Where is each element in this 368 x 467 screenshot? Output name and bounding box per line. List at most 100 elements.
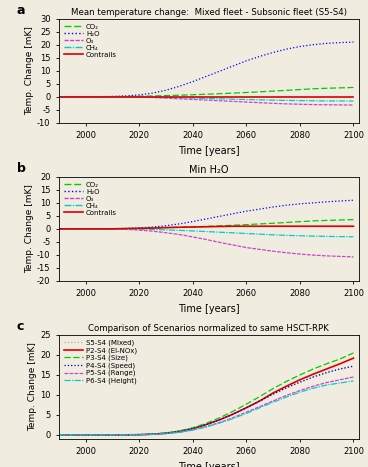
- P5-S4 (Range): [57, 432, 61, 438]
- P4-S4 (Speed): [338, 366, 342, 372]
- P4-S4 (Speed): [311, 374, 315, 380]
- Text: c: c: [17, 320, 24, 333]
- P3-S4 (Size): [271, 386, 275, 391]
- S5-S4 (Mixed): [231, 411, 235, 417]
- P6-S4 (Height): [164, 431, 168, 437]
- P4-S4 (Speed): [191, 426, 195, 432]
- P3-S4 (Size): [177, 428, 181, 434]
- P6-S4 (Height): [244, 410, 248, 416]
- S5-S4 (Mixed): [70, 432, 74, 438]
- P4-S4 (Speed): [164, 431, 168, 436]
- P2-S4 (EI-NOx): [244, 405, 248, 410]
- S5-S4 (Mixed): [284, 385, 289, 390]
- P3-S4 (Size): [325, 361, 329, 367]
- S5-S4 (Mixed): [84, 432, 88, 438]
- Line: P5-S4 (Range): P5-S4 (Range): [59, 377, 353, 435]
- S5-S4 (Mixed): [244, 405, 248, 410]
- S5-S4 (Mixed): [191, 426, 195, 432]
- P5-S4 (Range): [124, 432, 128, 438]
- P4-S4 (Speed): [204, 422, 208, 427]
- P3-S4 (Size): [124, 432, 128, 438]
- P6-S4 (Height): [191, 427, 195, 433]
- Line: P2-S4 (EI-NOx): P2-S4 (EI-NOx): [59, 358, 353, 435]
- P2-S4 (EI-NOx): [97, 432, 101, 438]
- P3-S4 (Size): [311, 366, 315, 372]
- P5-S4 (Range): [151, 432, 155, 437]
- P6-S4 (Height): [271, 399, 275, 405]
- P5-S4 (Range): [231, 415, 235, 421]
- Line: S5-S4 (Mixed): S5-S4 (Mixed): [59, 366, 353, 435]
- P5-S4 (Range): [110, 432, 115, 438]
- P2-S4 (EI-NOx): [110, 432, 115, 438]
- P2-S4 (EI-NOx): [204, 422, 208, 427]
- Line: P6-S4 (Height): P6-S4 (Height): [59, 381, 353, 435]
- Text: a: a: [17, 4, 25, 17]
- P6-S4 (Height): [70, 432, 74, 438]
- P6-S4 (Height): [124, 432, 128, 438]
- P4-S4 (Speed): [57, 432, 61, 438]
- P6-S4 (Height): [311, 385, 315, 391]
- P3-S4 (Size): [84, 432, 88, 438]
- P3-S4 (Size): [151, 432, 155, 437]
- S5-S4 (Mixed): [258, 398, 262, 404]
- P5-S4 (Range): [191, 427, 195, 432]
- P4-S4 (Speed): [244, 405, 248, 410]
- P5-S4 (Range): [70, 432, 74, 438]
- P6-S4 (Height): [204, 424, 208, 430]
- P4-S4 (Speed): [298, 379, 302, 385]
- P6-S4 (Height): [338, 380, 342, 386]
- P2-S4 (EI-NOx): [351, 355, 355, 361]
- P6-S4 (Height): [110, 432, 115, 438]
- P3-S4 (Size): [137, 432, 141, 438]
- P4-S4 (Speed): [177, 429, 181, 434]
- Title: Mean temperature change:  Mixed fleet - Subsonic fleet (S5-S4): Mean temperature change: Mixed fleet - S…: [71, 7, 347, 16]
- P4-S4 (Speed): [137, 432, 141, 438]
- S5-S4 (Mixed): [325, 370, 329, 375]
- S5-S4 (Mixed): [164, 431, 168, 436]
- P5-S4 (Range): [271, 398, 275, 404]
- Y-axis label: Temp. Change [mK]: Temp. Change [mK]: [25, 184, 34, 273]
- S5-S4 (Mixed): [151, 432, 155, 437]
- P2-S4 (EI-NOx): [298, 377, 302, 382]
- P3-S4 (Size): [110, 432, 115, 438]
- P3-S4 (Size): [338, 356, 342, 362]
- S5-S4 (Mixed): [271, 391, 275, 397]
- Legend: CO₂, H₂O, O₃, CH₄, Contrails: CO₂, H₂O, O₃, CH₄, Contrails: [61, 21, 120, 61]
- X-axis label: Time [years]: Time [years]: [178, 146, 240, 156]
- P4-S4 (Speed): [271, 391, 275, 397]
- P4-S4 (Speed): [84, 432, 88, 438]
- P5-S4 (Range): [311, 383, 315, 389]
- P5-S4 (Range): [325, 380, 329, 385]
- P3-S4 (Size): [231, 409, 235, 414]
- P3-S4 (Size): [258, 394, 262, 399]
- X-axis label: Time [years]: Time [years]: [178, 462, 240, 467]
- S5-S4 (Mixed): [298, 379, 302, 385]
- P6-S4 (Height): [325, 382, 329, 388]
- P5-S4 (Range): [258, 404, 262, 410]
- P3-S4 (Size): [351, 350, 355, 356]
- P3-S4 (Size): [57, 432, 61, 438]
- P2-S4 (EI-NOx): [164, 431, 168, 436]
- P6-S4 (Height): [84, 432, 88, 438]
- P2-S4 (EI-NOx): [191, 426, 195, 432]
- P6-S4 (Height): [57, 432, 61, 438]
- P5-S4 (Range): [164, 431, 168, 436]
- P3-S4 (Size): [70, 432, 74, 438]
- P4-S4 (Speed): [325, 370, 329, 375]
- P5-S4 (Range): [177, 429, 181, 435]
- P6-S4 (Height): [217, 420, 222, 426]
- P2-S4 (EI-NOx): [137, 432, 141, 438]
- P5-S4 (Range): [204, 424, 208, 429]
- P2-S4 (EI-NOx): [124, 432, 128, 438]
- Y-axis label: Temp. Change [mK]: Temp. Change [mK]: [25, 26, 34, 115]
- P5-S4 (Range): [137, 432, 141, 438]
- P6-S4 (Height): [284, 394, 289, 400]
- S5-S4 (Mixed): [311, 374, 315, 380]
- P2-S4 (EI-NOx): [177, 429, 181, 434]
- P4-S4 (Speed): [258, 398, 262, 404]
- S5-S4 (Mixed): [57, 432, 61, 438]
- S5-S4 (Mixed): [124, 432, 128, 438]
- X-axis label: Time [years]: Time [years]: [178, 304, 240, 314]
- P4-S4 (Speed): [231, 411, 235, 417]
- P4-S4 (Speed): [110, 432, 115, 438]
